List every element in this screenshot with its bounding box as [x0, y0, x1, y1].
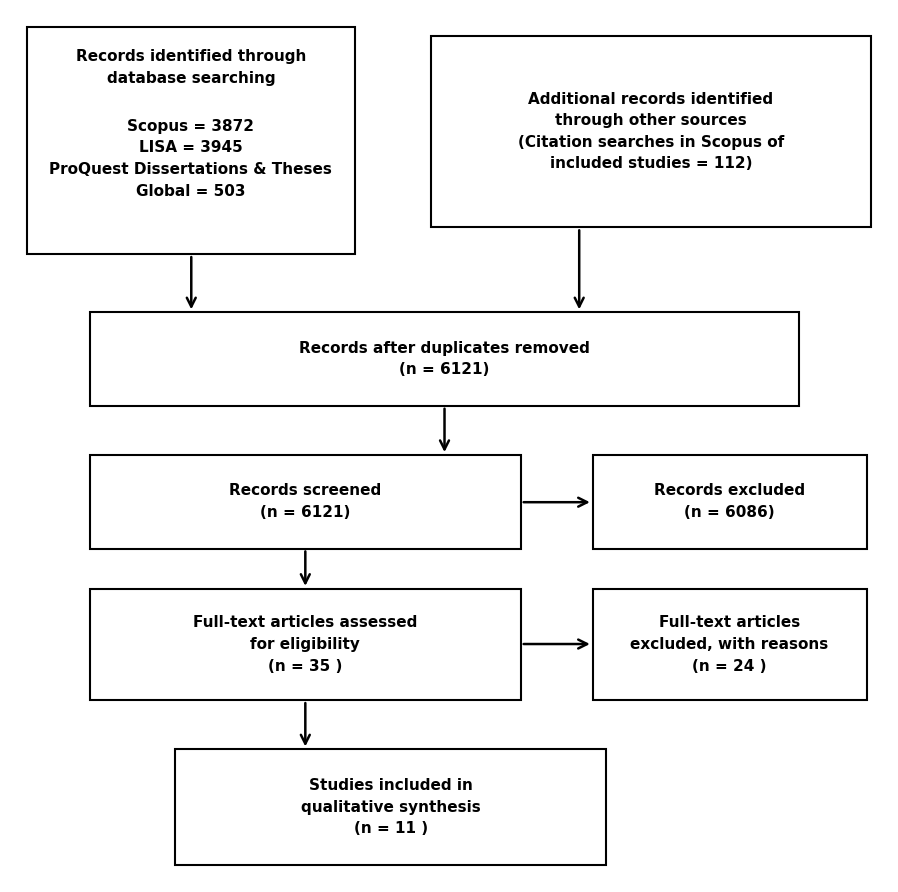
Text: Records screened
(n = 6121): Records screened (n = 6121) [229, 483, 382, 520]
Bar [90, 312, 799, 406]
Bar [90, 455, 521, 549]
Text: Full-text articles assessed
for eligibility
(n = 35 ): Full-text articles assessed for eligibil… [193, 615, 418, 673]
Text: Records identified through
database searching: Records identified through database sear… [75, 49, 306, 86]
Bar [431, 36, 871, 227]
Text: Additional records identified
through other sources
(Citation searches in Scopus: Additional records identified through ot… [518, 92, 784, 171]
Bar [27, 27, 355, 254]
Text: Scopus = 3872
LISA = 3945
ProQuest Dissertations & Theses
Global = 503: Scopus = 3872 LISA = 3945 ProQuest Disse… [49, 119, 332, 199]
Bar [90, 589, 521, 700]
Text: Studies included in
qualitative synthesis
(n = 11 ): Studies included in qualitative synthesi… [301, 778, 480, 837]
Bar [175, 749, 606, 865]
Text: Records after duplicates removed
(n = 6121): Records after duplicates removed (n = 61… [299, 341, 590, 377]
Text: Records excluded
(n = 6086): Records excluded (n = 6086) [654, 483, 806, 520]
Bar [593, 589, 867, 700]
Bar [593, 455, 867, 549]
Text: Full-text articles
excluded, with reasons
(n = 24 ): Full-text articles excluded, with reason… [630, 615, 829, 673]
